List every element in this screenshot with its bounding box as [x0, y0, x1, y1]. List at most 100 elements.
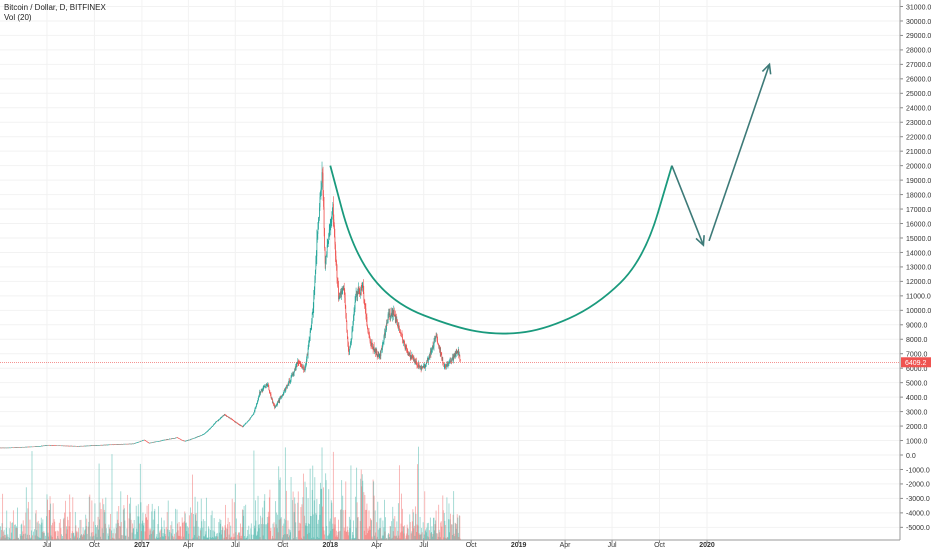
- candle: [215, 423, 216, 424]
- volume-bar: [313, 514, 314, 540]
- volume-bar: [29, 520, 30, 540]
- y-tick-label: 29000.0: [906, 33, 931, 40]
- x-tick-label: 2018: [322, 542, 338, 549]
- volume-bar: [93, 536, 94, 540]
- candle: [251, 416, 252, 417]
- volume-bar: [341, 480, 342, 540]
- volume-bar: [209, 529, 210, 540]
- x-tick-label: Oct: [466, 542, 477, 549]
- volume-bar: [453, 491, 454, 540]
- cup-pattern-curve[interactable]: [330, 166, 672, 334]
- volume-bar: [446, 497, 447, 540]
- candle: [366, 308, 367, 314]
- candle: [294, 372, 295, 373]
- volume-bar: [270, 528, 271, 540]
- volume-bar: [10, 521, 11, 540]
- volume-bar: [303, 474, 304, 540]
- volume-bar: [399, 465, 400, 540]
- arrow-up[interactable]: [709, 64, 769, 241]
- x-tick-label: 2020: [699, 542, 715, 549]
- volume-bar: [53, 503, 54, 540]
- volume-bar: [404, 525, 405, 540]
- volume-bar: [237, 535, 238, 540]
- volume-bar: [316, 499, 317, 540]
- volume-bar: [106, 528, 107, 540]
- volume-bar: [112, 454, 113, 540]
- volume-bar: [236, 519, 237, 540]
- volume-bar: [398, 503, 399, 540]
- drawings[interactable]: [330, 64, 770, 333]
- volume-bar: [17, 508, 18, 540]
- candle: [261, 391, 262, 392]
- volume-bar: [6, 511, 7, 540]
- y-tick-label: 25000.0: [906, 91, 931, 98]
- y-tick-label: 28000.0: [906, 48, 931, 55]
- x-tick-label: Jul: [231, 542, 240, 549]
- volume-bar: [245, 505, 246, 540]
- volume-bar: [301, 504, 302, 540]
- volume-bar: [429, 530, 430, 540]
- y-tick-label: 19000.0: [906, 178, 931, 185]
- candle: [270, 392, 271, 393]
- price-badge-label: 6409.2: [905, 360, 927, 367]
- volume-bar: [244, 506, 245, 540]
- candle: [355, 302, 356, 309]
- volume-bar: [358, 517, 359, 540]
- volume-bar: [436, 533, 437, 540]
- volume-bar: [100, 503, 101, 540]
- y-tick-label: 4000.0: [906, 395, 928, 402]
- volume-bar: [291, 477, 292, 540]
- volume-bar: [240, 524, 241, 540]
- volume-bar: [114, 528, 115, 540]
- y-tick-label: 24000.0: [906, 106, 931, 113]
- candle: [401, 333, 402, 334]
- candles: [0, 162, 900, 449]
- volume-bar: [385, 517, 386, 540]
- candle: [326, 257, 327, 262]
- y-tick-label: -2000.0: [906, 482, 930, 489]
- volume-bar: [158, 506, 159, 540]
- volume-bar: [222, 528, 223, 540]
- candle: [318, 229, 319, 234]
- x-tick-label: 2019: [511, 542, 527, 549]
- y-tick-label: -4000.0: [906, 511, 930, 518]
- y-tick-label: -3000.0: [906, 496, 930, 503]
- y-tick-label: 30000.0: [906, 19, 931, 26]
- volume-bar: [134, 520, 135, 540]
- volume-bar: [441, 527, 442, 540]
- x-tick-label: Jul: [419, 542, 428, 549]
- y-tick-label: 20000.0: [906, 163, 931, 170]
- volume-bar: [380, 518, 381, 540]
- volume-bar: [211, 515, 212, 540]
- y-tick-label: 14000.0: [906, 250, 931, 257]
- volume-bar: [234, 502, 235, 540]
- volume-bar: [127, 495, 128, 540]
- candle: [397, 320, 398, 324]
- volume-bar: [378, 530, 379, 540]
- volume-bar: [50, 504, 51, 540]
- volume-bar: [281, 517, 282, 540]
- candle: [347, 330, 348, 337]
- candle: [254, 412, 255, 414]
- candle: [352, 331, 353, 338]
- volume-bar: [274, 527, 275, 540]
- candle: [368, 328, 369, 332]
- volume-bar: [12, 522, 13, 540]
- arrow-down[interactable]: [672, 166, 703, 246]
- volume-bar: [187, 526, 188, 540]
- price-axis[interactable]: 31000.030000.029000.028000.027000.026000…: [900, 0, 931, 540]
- y-tick-label: 12000.0: [906, 279, 931, 286]
- volume-bar: [396, 521, 397, 540]
- candle: [367, 317, 368, 326]
- volume-bar: [235, 484, 236, 540]
- candle: [442, 358, 443, 363]
- volume-bar: [33, 532, 34, 540]
- volume-bar: [14, 525, 15, 540]
- volume-bar: [7, 534, 8, 540]
- candle: [205, 433, 206, 434]
- candle: [253, 414, 254, 415]
- volume-bar: [318, 520, 319, 540]
